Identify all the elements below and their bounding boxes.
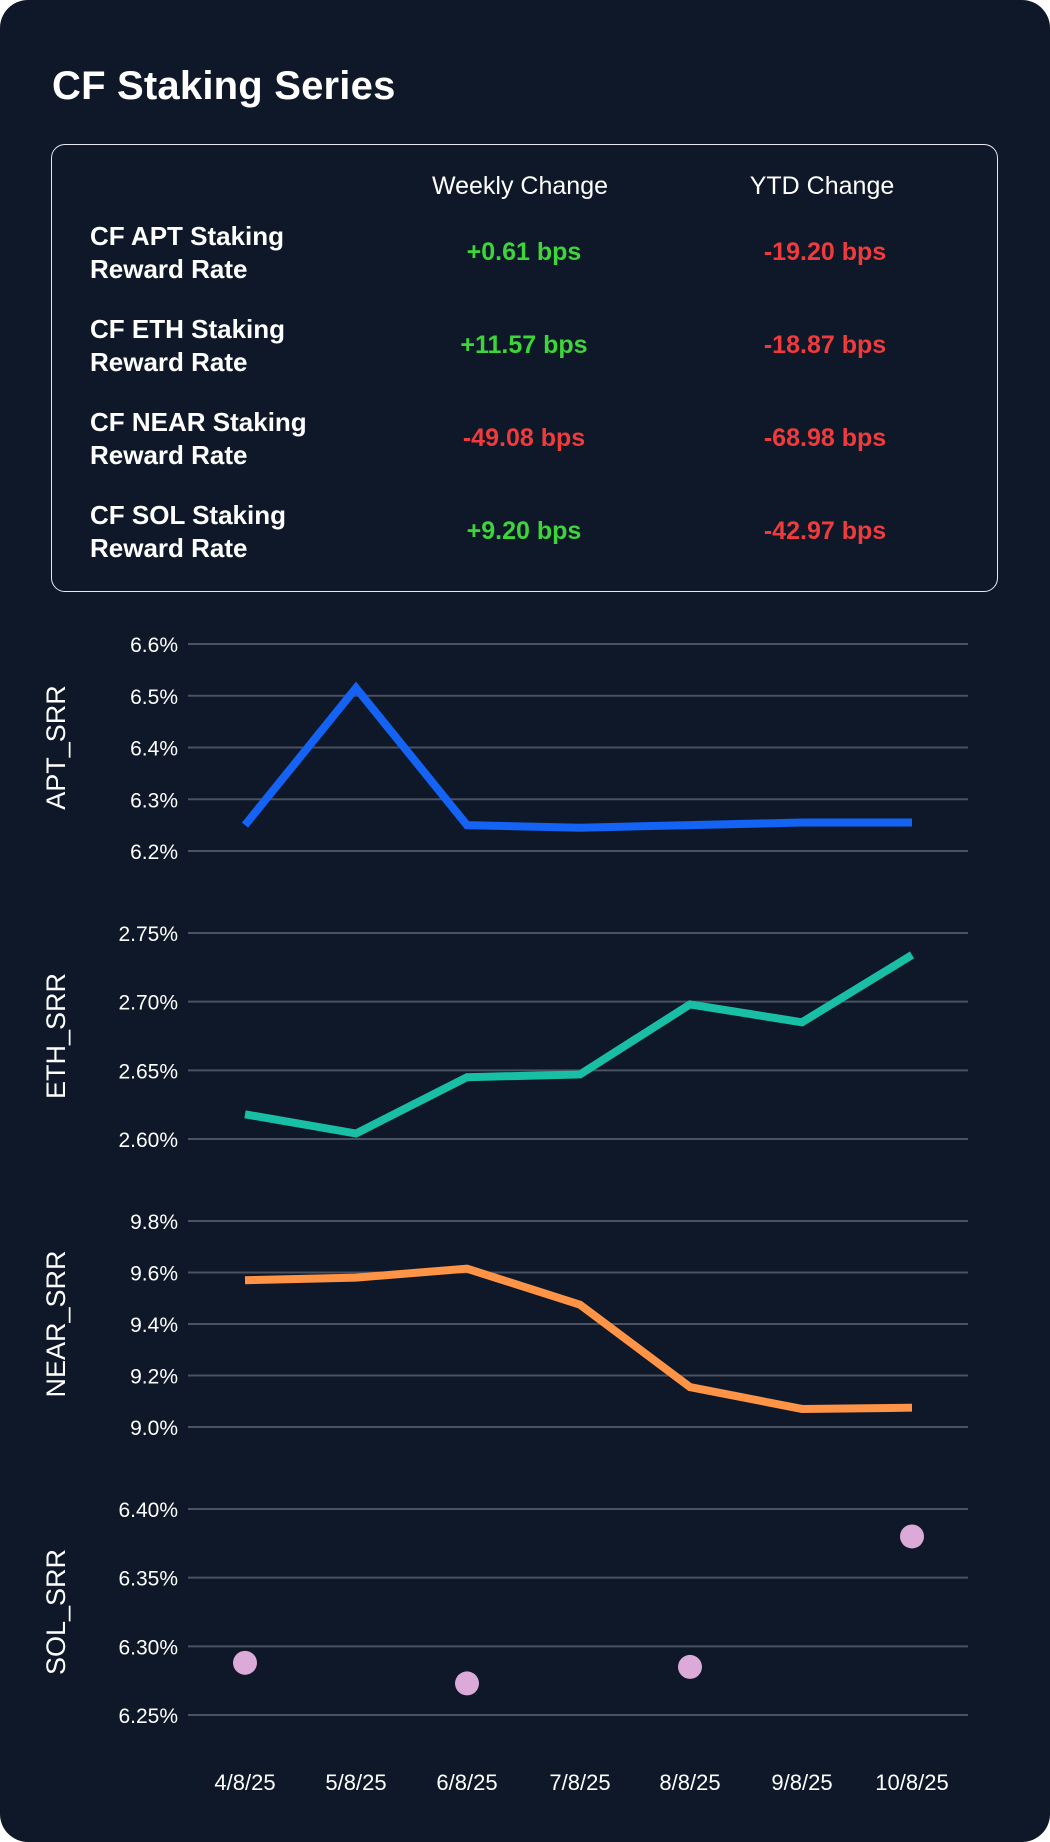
eth-y-tick-label: 2.70% (118, 992, 178, 1015)
summary-table (51, 144, 998, 592)
near-y-tick-label: 9.6% (130, 1263, 178, 1286)
eth-series-line (244, 951, 915, 1138)
weekly-change-sol: +9.20 bps (466, 517, 582, 545)
row-label-sol: CF SOL Staking Reward Rate (90, 500, 286, 563)
sol-point (678, 1654, 702, 1679)
near-y-tick-label: 9.8% (130, 1211, 178, 1234)
sol-y-tick-label: 6.25% (118, 1705, 178, 1728)
apt-y-tick-label: 6.2% (130, 841, 178, 864)
apt-y-tick-label: 6.5% (130, 686, 178, 709)
row-label-apt: CF APT Staking Reward Rate (90, 221, 285, 284)
eth-y-tick-label: 2.60% (118, 1129, 178, 1152)
ytd-change-near: -68.98 bps (763, 424, 887, 452)
sol-y-tick-label: 6.40% (118, 1499, 178, 1522)
sol-y-axis-label: SOL_SRR (41, 1549, 71, 1675)
sol-point (233, 1650, 257, 1675)
eth-y-tick-label: 2.65% (118, 1060, 178, 1083)
page-title: CF Staking Series (52, 64, 396, 108)
x-tick-label: 6/8/25 (436, 1770, 497, 1795)
near-y-tick-label: 9.0% (130, 1417, 178, 1440)
x-tick-label: 4/8/25 (214, 1770, 275, 1795)
apt-series-line (241, 681, 912, 832)
row-label-near: CF NEAR Staking Reward Rate (90, 407, 307, 470)
x-tick-label: 9/8/25 (771, 1770, 832, 1795)
weekly-change-apt: +0.61 bps (466, 238, 582, 266)
eth-y-tick-label: 2.75% (118, 923, 178, 946)
ytd-change-sol: -42.97 bps (763, 517, 887, 545)
row-label-eth: CF ETH Staking Reward Rate (90, 314, 286, 377)
near-y-tick-label: 9.4% (130, 1314, 178, 1337)
x-tick-label: 5/8/25 (325, 1770, 386, 1795)
near-y-axis-label: NEAR_SRR (41, 1250, 71, 1397)
x-tick-label: 8/8/25 (659, 1770, 720, 1795)
header-ytd-change: YTD Change (749, 172, 895, 200)
apt-y-axis-label: APT_SRR (41, 685, 71, 810)
header-weekly-change: Weekly Change (431, 172, 609, 200)
apt-y-tick-label: 6.4% (130, 738, 178, 761)
near-y-tick-label: 9.2% (130, 1366, 178, 1389)
sol-point (900, 1524, 924, 1549)
apt-y-tick-label: 6.6% (130, 634, 178, 657)
eth-y-axis-label: ETH_SRR (41, 973, 71, 1099)
sol-point (455, 1671, 479, 1696)
ytd-change-apt: -19.20 bps (763, 238, 887, 266)
sol-y-tick-label: 6.30% (118, 1636, 178, 1659)
x-tick-label: 10/8/25 (875, 1770, 948, 1795)
near-series-line (244, 1264, 913, 1413)
apt-y-tick-label: 6.3% (130, 789, 178, 812)
ytd-change-eth: -18.87 bps (763, 331, 887, 359)
x-tick-label: 7/8/25 (549, 1770, 610, 1795)
weekly-change-eth: +11.57 bps (460, 331, 588, 359)
sol-y-tick-label: 6.35% (118, 1568, 178, 1591)
weekly-change-near: -49.08 bps (462, 424, 586, 452)
